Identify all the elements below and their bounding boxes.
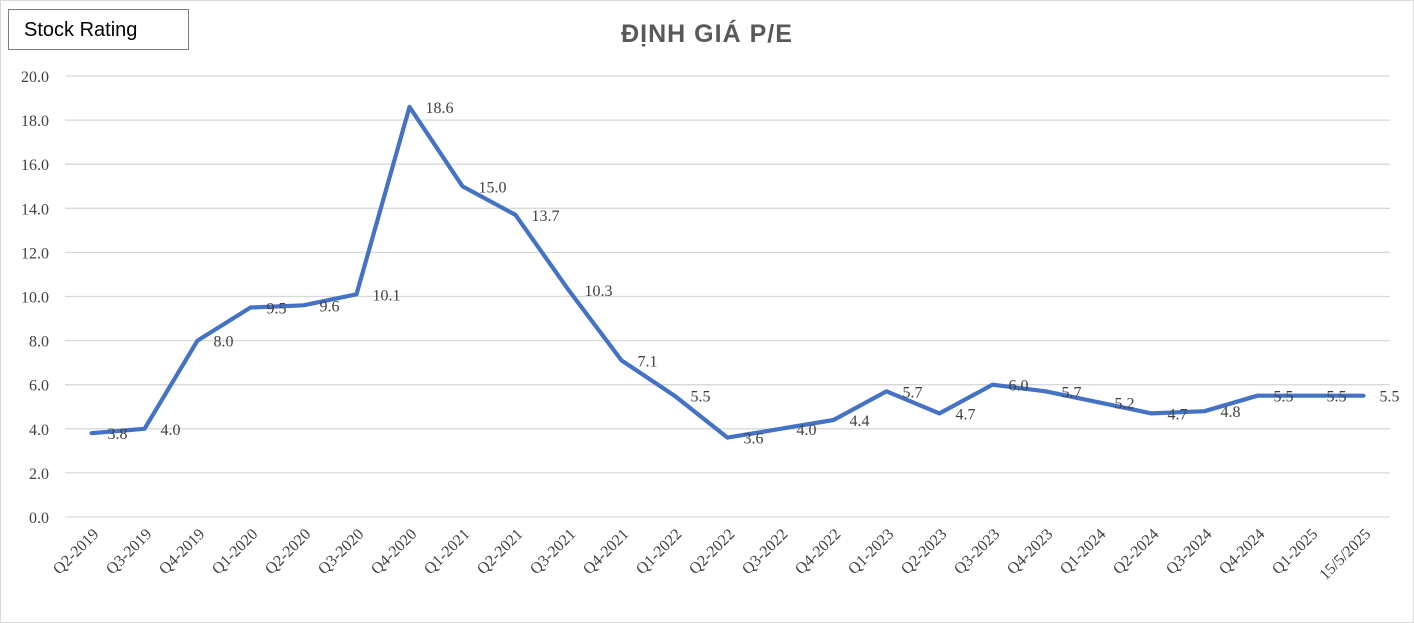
x-tick-label: Q4-2020 xyxy=(368,526,420,578)
x-tick-label: Q3-2020 xyxy=(315,526,367,578)
y-tick-label: 18.0 xyxy=(21,113,49,130)
x-tick-label: Q1-2024 xyxy=(1057,526,1109,578)
x-tick-label: 15/5/2025 xyxy=(1316,526,1374,584)
y-axis-ticks: 0.0 2.0 4.0 6.0 8.0 10.0 12.0 14.0 16.0 18.0 20.0 xyxy=(21,69,49,527)
data-label: 5.2 xyxy=(1115,395,1135,412)
x-tick-label: Q2-2023 xyxy=(898,526,950,578)
data-label: 4.4 xyxy=(850,413,870,430)
y-tick-label: 6.0 xyxy=(29,378,49,395)
data-label: 5.5 xyxy=(1274,389,1294,406)
y-tick-label: 4.0 xyxy=(29,422,49,439)
data-labels: 3.8 4.0 8.0 9.5 9.6 10.1 18.6 15.0 13.7 10.3 7.1 5.… xyxy=(108,100,1400,448)
data-label: 5.7 xyxy=(1062,384,1082,401)
x-tick-label: Q4-2023 xyxy=(1004,526,1056,578)
x-tick-label: Q4-2021 xyxy=(580,526,632,578)
y-tick-label: 10.0 xyxy=(21,290,49,307)
y-tick-label: 16.0 xyxy=(21,157,49,174)
data-label: 9.5 xyxy=(267,301,287,318)
data-label: 8.0 xyxy=(214,334,234,351)
pe-series-line xyxy=(89,104,1366,440)
x-tick-label: Q4-2019 xyxy=(156,526,208,578)
x-tick-label: Q2-2022 xyxy=(686,526,738,578)
data-label: 5.5 xyxy=(1380,389,1400,406)
y-tick-label: 2.0 xyxy=(29,466,49,483)
y-tick-label: 14.0 xyxy=(21,201,49,218)
x-tick-label: Q4-2024 xyxy=(1216,526,1268,578)
x-tick-label: Q1-2021 xyxy=(421,526,473,578)
data-label: 4.7 xyxy=(1168,406,1188,423)
y-tick-label: 0.0 xyxy=(29,510,49,527)
x-tick-label: Q1-2025 xyxy=(1269,526,1321,578)
x-tick-label: Q3-2024 xyxy=(1163,526,1215,578)
y-tick-label: 12.0 xyxy=(21,245,49,262)
x-tick-label: Q2-2024 xyxy=(1110,526,1162,578)
data-label: 4.8 xyxy=(1221,404,1241,421)
data-label: 10.3 xyxy=(585,283,613,300)
gridlines xyxy=(65,75,1390,518)
x-tick-label: Q1-2022 xyxy=(633,526,685,578)
data-label: 3.8 xyxy=(108,426,128,443)
x-tick-label: Q2-2021 xyxy=(474,526,526,578)
data-label: 5.7 xyxy=(903,384,923,401)
data-label: 3.6 xyxy=(744,431,764,448)
data-label: 7.1 xyxy=(638,353,658,370)
data-label: 13.7 xyxy=(532,208,560,225)
x-tick-label: Q1-2020 xyxy=(209,526,261,578)
data-label: 9.6 xyxy=(320,298,340,315)
x-tick-label: Q2-2019 xyxy=(50,526,102,578)
series-group xyxy=(89,104,1366,440)
x-tick-label: Q2-2020 xyxy=(262,526,314,578)
y-tick-label: 8.0 xyxy=(29,334,49,351)
data-label: 4.0 xyxy=(161,422,181,439)
data-label: 4.0 xyxy=(797,422,817,439)
stock-rating-badge: Stock Rating xyxy=(8,9,189,50)
data-label: 6.0 xyxy=(1009,378,1029,395)
data-label: 15.0 xyxy=(479,179,507,196)
x-tick-label: Q3-2022 xyxy=(739,526,791,578)
x-tick-label: Q3-2021 xyxy=(527,526,579,578)
x-tick-label: Q4-2022 xyxy=(792,526,844,578)
data-label: 18.6 xyxy=(426,100,454,117)
chart-title: ĐỊNH GIÁ P/E xyxy=(621,20,793,48)
x-axis-ticks: Q2-2019 Q3-2019 Q4-2019 Q1-2020 Q2-2020 Q3-20… xyxy=(50,526,1374,584)
data-label: 5.5 xyxy=(1327,389,1347,406)
y-tick-label: 20.0 xyxy=(21,69,49,86)
x-tick-label: Q1-2023 xyxy=(845,526,897,578)
data-label: 5.5 xyxy=(691,389,711,406)
x-tick-label: Q3-2023 xyxy=(951,526,1003,578)
data-label: 10.1 xyxy=(373,287,401,304)
data-label: 4.7 xyxy=(956,406,976,423)
x-tick-label: Q3-2019 xyxy=(103,526,155,578)
